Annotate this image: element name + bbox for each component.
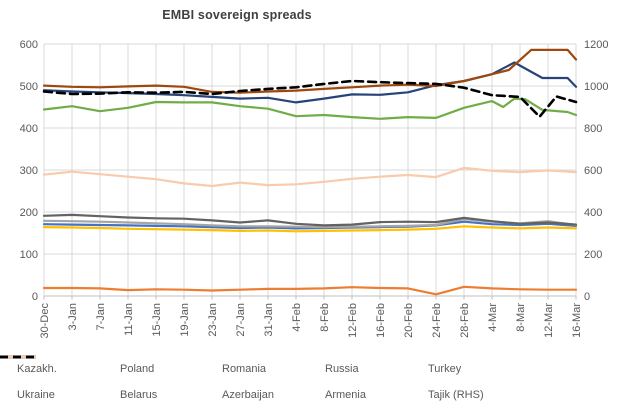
legend-item-tajik-rhs: Tajik (RHS) — [0, 355, 622, 401]
x-axis-label: 31-Jan — [263, 303, 275, 337]
x-axis-label: 3-Jan — [67, 303, 79, 331]
legend-item-romania: Romania — [0, 355, 325, 375]
chart-title: EMBI sovereign spreads — [162, 8, 312, 22]
series-line-azerbaijan — [42, 213, 578, 227]
chart-svg: 0 100 200 300 400 500 600 0 200 400 600 800 1000 1200… — [20, 39, 609, 339]
legend-item-russia: Russia — [0, 355, 428, 375]
legend-label-poland: Poland — [120, 363, 155, 375]
x-axis-label: 12-Mar — [543, 303, 555, 338]
y-axis-right-label: 0 — [584, 291, 590, 303]
series-line-kazakh — [42, 220, 578, 230]
legend-item-belarus: Belarus — [0, 355, 222, 401]
x-axis-label: 23-Jan — [207, 303, 219, 337]
y-axis-right-label: 400 — [584, 207, 602, 219]
x-axis-label: 11-Jan — [123, 303, 135, 336]
series-line-russia — [42, 225, 578, 233]
y-axis-right-label: 1000 — [584, 81, 608, 93]
legend-item-azerbaijan: Azerbaijan — [0, 355, 325, 401]
y-axis-left-label: 0 — [32, 291, 38, 303]
series-line-poland — [42, 285, 578, 296]
x-axis-label: 19-Jan — [179, 303, 191, 337]
legend-item-ukraine: Ukraine — [0, 355, 120, 401]
x-axis-label: 8-Mar — [515, 303, 527, 332]
x-axis-label: 8-Feb — [319, 303, 331, 332]
y-axis-left-label: 400 — [20, 123, 38, 135]
x-axis-label: 16-Feb — [375, 303, 387, 338]
y-axis-left-label: 500 — [20, 81, 38, 93]
x-axis-label: 15-Jan — [151, 303, 163, 337]
x-axis-label: 7-Jan — [95, 303, 107, 331]
x-axis-label: 24-Feb — [431, 303, 443, 338]
legend-label-ukraine: Ukraine — [17, 389, 55, 401]
legend-label-romania: Romania — [222, 363, 267, 375]
legend: Kazakh. Poland Romania Russia Turkey Ukraine B… — [0, 354, 622, 410]
x-axis-label: 27-Jan — [235, 303, 247, 337]
series-line-armenia — [42, 166, 578, 188]
y-axis-left-label: 600 — [20, 39, 38, 51]
x-axis-label: 30-Dec — [39, 303, 51, 339]
legend-label-kazakh: Kazakh. — [17, 363, 57, 375]
legend-row: Kazakh. Poland Romania Russia Turkey — [0, 355, 622, 375]
legend-item-armenia: Armenia — [0, 355, 428, 401]
y-axis-left-label: 200 — [20, 207, 38, 219]
y-axis-right-label: 200 — [584, 249, 602, 261]
legend-item-poland: Poland — [0, 355, 222, 375]
legend-label-tajik-rhs: Tajik (RHS) — [428, 389, 484, 401]
series-line-tajik-rhs — [42, 79, 578, 118]
y-axis-right-label: 600 — [584, 165, 602, 177]
legend-label-russia: Russia — [325, 363, 359, 375]
x-axis-label: 16-Mar — [571, 303, 583, 338]
series-line-belarus — [42, 48, 578, 94]
legend-row: Ukraine Belarus Azerbaijan Armenia Tajik (RH… — [0, 355, 622, 401]
y-axis-right-label: 800 — [584, 123, 602, 135]
x-axis-label: 28-Feb — [459, 303, 471, 338]
x-axis-label: 12-Feb — [347, 303, 359, 338]
x-axis-label: 4-Mar — [487, 303, 499, 332]
legend-label-armenia: Armenia — [325, 389, 366, 401]
legend-item-turkey: Turkey — [0, 355, 622, 375]
legend-label-belarus: Belarus — [120, 389, 158, 401]
y-axis-right-label: 1200 — [584, 39, 608, 51]
legend-label-azerbaijan: Azerbaijan — [222, 389, 274, 401]
legend-swatch-tajik-rhs — [0, 355, 36, 359]
legend-label-turkey: Turkey — [428, 363, 462, 375]
series-line-turkey — [42, 97, 578, 120]
x-axis-label: 20-Feb — [403, 303, 415, 338]
y-axis-left-label: 100 — [20, 249, 38, 261]
y-axis-left-label: 300 — [20, 165, 38, 177]
legend-item-kazakh: Kazakh. — [0, 355, 120, 375]
x-axis-label: 4-Feb — [291, 303, 303, 332]
